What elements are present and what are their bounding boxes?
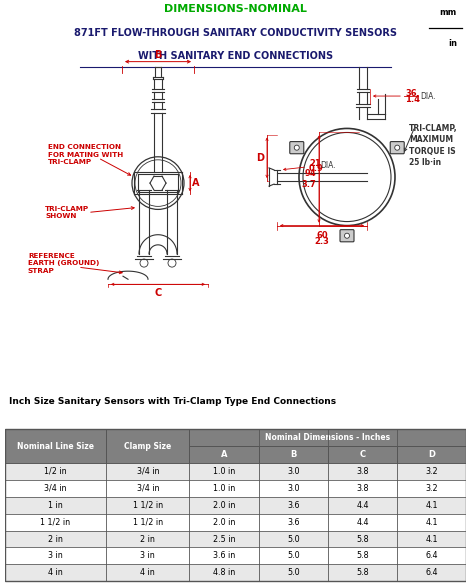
Bar [5, 530, 466, 547]
Text: D: D [428, 450, 435, 459]
Text: 4.1: 4.1 [425, 517, 438, 527]
Circle shape [344, 233, 349, 239]
Text: 1 1/2 in: 1 1/2 in [133, 517, 163, 527]
Text: 3.8: 3.8 [356, 484, 369, 493]
Text: 5.8: 5.8 [356, 568, 369, 577]
Text: 3.6 in: 3.6 in [213, 551, 235, 560]
Text: A: A [192, 178, 200, 188]
Text: 3 in: 3 in [48, 551, 63, 560]
Text: 3 in: 3 in [140, 551, 155, 560]
Text: D: D [256, 153, 264, 163]
Text: A: A [221, 450, 227, 459]
Text: 6.4: 6.4 [425, 551, 438, 560]
Text: 3.6: 3.6 [287, 501, 300, 510]
Bar [189, 430, 466, 446]
Bar [5, 463, 466, 480]
Bar [106, 430, 189, 463]
Bar [5, 564, 466, 581]
Text: 60: 60 [316, 231, 328, 240]
Text: 3.6: 3.6 [287, 517, 300, 527]
Text: 4.1: 4.1 [425, 501, 438, 510]
Text: 5.0: 5.0 [287, 551, 300, 560]
Bar [397, 446, 466, 463]
Text: Nominal Dimensions - Inches: Nominal Dimensions - Inches [265, 433, 390, 442]
Bar [328, 446, 397, 463]
Text: REFERENCE
EARTH (GROUND)
STRAP: REFERENCE EARTH (GROUND) STRAP [28, 253, 99, 274]
Text: DIA.: DIA. [320, 161, 336, 171]
Text: 5.8: 5.8 [356, 534, 369, 543]
Text: 4.4: 4.4 [356, 517, 369, 527]
Text: TRI-CLAMP
SHOWN: TRI-CLAMP SHOWN [45, 206, 89, 219]
Text: 2 in: 2 in [48, 534, 63, 543]
Text: 3.0: 3.0 [287, 467, 300, 476]
Bar [5, 430, 106, 463]
Text: 21: 21 [309, 159, 321, 168]
Text: WITH SANITARY END CONNECTIONS: WITH SANITARY END CONNECTIONS [138, 50, 333, 60]
Text: 3.2: 3.2 [425, 484, 438, 493]
Bar [5, 514, 466, 530]
Text: 1.4: 1.4 [405, 94, 420, 104]
Text: Clamp Size: Clamp Size [124, 442, 171, 451]
Circle shape [294, 145, 299, 150]
Bar [259, 446, 328, 463]
Text: 2.0 in: 2.0 in [213, 501, 235, 510]
Text: 2.5 in: 2.5 in [213, 534, 235, 543]
Text: C: C [154, 288, 162, 298]
Text: 1 1/2 in: 1 1/2 in [133, 501, 163, 510]
Text: 3/4 in: 3/4 in [137, 467, 159, 476]
Text: 4 in: 4 in [48, 568, 63, 577]
FancyBboxPatch shape [390, 142, 404, 154]
Text: END CONNECTION
FOR MATING WITH
TRI-CLAMP: END CONNECTION FOR MATING WITH TRI-CLAMP [48, 144, 123, 165]
Text: 1/2 in: 1/2 in [44, 467, 67, 476]
Text: B: B [290, 450, 296, 459]
Text: Nominal Line Size: Nominal Line Size [17, 442, 94, 451]
Text: 1 1/2 in: 1 1/2 in [41, 517, 71, 527]
Text: 3/4 in: 3/4 in [137, 484, 159, 493]
Text: DIMENSIONS-NOMINAL: DIMENSIONS-NOMINAL [164, 4, 307, 13]
Text: 94
3.7: 94 3.7 [301, 169, 316, 189]
Text: 5.0: 5.0 [287, 534, 300, 543]
Text: 4.1: 4.1 [425, 534, 438, 543]
FancyBboxPatch shape [340, 230, 354, 242]
Text: 2.0 in: 2.0 in [213, 517, 235, 527]
Text: C: C [359, 450, 365, 459]
Text: 6.4: 6.4 [425, 568, 438, 577]
Text: 2 in: 2 in [140, 534, 155, 543]
Text: 3.0: 3.0 [287, 484, 300, 493]
FancyBboxPatch shape [290, 142, 304, 154]
Text: 4.4: 4.4 [356, 501, 369, 510]
Bar [5, 497, 466, 514]
Text: 1.0 in: 1.0 in [213, 467, 235, 476]
Text: B: B [154, 50, 162, 60]
Bar [5, 480, 466, 497]
Text: 1 in: 1 in [48, 501, 63, 510]
Text: 5.8: 5.8 [356, 551, 369, 560]
Text: Inch Size Sanitary Sensors with Tri-Clamp Type End Connections: Inch Size Sanitary Sensors with Tri-Clam… [9, 397, 336, 407]
Bar [189, 446, 259, 463]
Text: mm: mm [439, 8, 457, 17]
Text: DIA.: DIA. [420, 91, 436, 101]
Text: 871FT FLOW-THROUGH SANITARY CONDUCTIVITY SENSORS: 871FT FLOW-THROUGH SANITARY CONDUCTIVITY… [74, 28, 397, 38]
Text: TRI-CLAMP,
MAXIMUM
TORQUE IS
25 lb·in: TRI-CLAMP, MAXIMUM TORQUE IS 25 lb·in [409, 124, 458, 166]
Text: 3.2: 3.2 [425, 467, 438, 476]
Circle shape [395, 145, 400, 150]
Text: 3/4 in: 3/4 in [44, 484, 67, 493]
Text: 0.9: 0.9 [309, 165, 324, 173]
Text: 4 in: 4 in [140, 568, 155, 577]
Text: 4.8 in: 4.8 in [213, 568, 235, 577]
Text: 5.0: 5.0 [287, 568, 300, 577]
Bar [5, 430, 466, 581]
Text: 1.0 in: 1.0 in [213, 484, 235, 493]
Bar [5, 547, 466, 564]
Text: 2.3: 2.3 [315, 237, 329, 246]
Text: 3.8: 3.8 [356, 467, 369, 476]
Text: in: in [448, 39, 457, 48]
Text: 36: 36 [405, 88, 417, 97]
